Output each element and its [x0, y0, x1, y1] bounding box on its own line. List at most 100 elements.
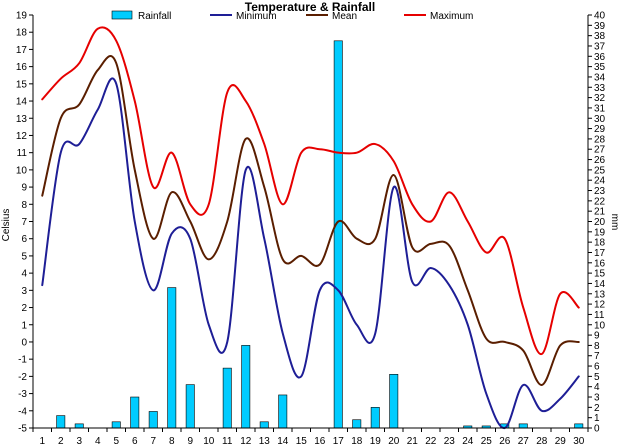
- rainfall-bar: [278, 394, 288, 429]
- x-tick-label: 6: [132, 436, 138, 447]
- y2-tick-label: 35: [594, 62, 606, 73]
- rainfall-bar: [259, 421, 269, 429]
- y2-tick-label: 5: [594, 372, 600, 383]
- x-tick-label: 30: [573, 436, 585, 447]
- rainfall-bar: [148, 411, 158, 429]
- x-tick-label: 20: [388, 436, 400, 447]
- y2-tick-label: 23: [594, 186, 606, 197]
- x-tick-label: 2: [58, 436, 64, 447]
- x-tick-label: 21: [407, 436, 419, 447]
- y2-tick-label: 24: [594, 176, 606, 187]
- x-tick-label: 7: [150, 436, 156, 447]
- x-tick-label: 29: [555, 436, 567, 447]
- y-tick-label: -3: [18, 389, 27, 400]
- rainfall-bar: [130, 396, 140, 429]
- x-tick-label: 5: [113, 436, 119, 447]
- y-tick-label: 9: [21, 183, 27, 194]
- series-line-maximum: [41, 26, 580, 355]
- y-tick-label: 6: [21, 234, 27, 245]
- y2-tick-label: 4: [594, 382, 600, 393]
- y-tick-label: 14: [16, 97, 28, 108]
- x-tick-label: 26: [499, 436, 511, 447]
- y-tick-label: 7: [21, 217, 27, 228]
- rainfall-bar: [111, 421, 121, 429]
- temperature-lines: [41, 26, 580, 429]
- rainfall-bar: [222, 367, 232, 429]
- y2-tick-label: 10: [594, 320, 606, 331]
- legend-label-minimum: Minimum: [236, 11, 277, 22]
- rainfall-bar: [241, 345, 251, 429]
- y2-tick-label: 8: [594, 341, 600, 352]
- rainfall-bar: [56, 415, 66, 429]
- y-tick-label: -4: [18, 406, 27, 417]
- x-tick-label: 11: [222, 436, 233, 447]
- y2-tick-label: 7: [594, 351, 600, 362]
- plot-area: -5-4-3-2-1012345678910111213141516171819…: [16, 11, 606, 448]
- x-tick-label: 22: [425, 436, 437, 447]
- y2-axis-label: mm: [609, 214, 620, 231]
- y-tick-label: 15: [16, 79, 28, 90]
- y-tick-label: 16: [16, 62, 28, 73]
- y-axis-label: Celsius: [1, 209, 12, 242]
- y2-tick-label: 39: [594, 21, 606, 32]
- y-tick-label: 13: [16, 114, 28, 125]
- y-tick-label: 8: [21, 200, 27, 211]
- y2-tick-label: 16: [594, 258, 606, 269]
- y2-tick-label: 9: [594, 331, 600, 342]
- y2-tick-label: 14: [594, 279, 606, 290]
- y-tick-label: 19: [16, 11, 28, 22]
- x-tick-label: 9: [187, 436, 193, 447]
- y2-tick-label: 32: [594, 93, 606, 104]
- y2-tick-label: 30: [594, 114, 606, 125]
- x-tick-label: 23: [444, 436, 456, 447]
- rainfall-bar: [333, 40, 343, 429]
- axes: -5-4-3-2-1012345678910111213141516171819…: [16, 11, 606, 448]
- legend-label-mean: Mean: [332, 11, 357, 22]
- rainfall-bar: [518, 423, 528, 429]
- x-tick-label: 1: [39, 436, 45, 447]
- series-line-mean: [41, 55, 580, 386]
- rainfall-bar: [167, 287, 177, 429]
- y2-tick-label: 31: [594, 103, 606, 114]
- rainfall-bar: [370, 407, 380, 429]
- y2-tick-label: 0: [594, 424, 600, 435]
- y-tick-label: 2: [21, 303, 27, 314]
- rainfall-bar: [352, 419, 362, 429]
- y2-tick-label: 34: [594, 72, 606, 83]
- legend-label-rainfall: Rainfall: [138, 11, 171, 22]
- y2-tick-label: 40: [594, 11, 606, 22]
- y-tick-label: 12: [16, 131, 28, 142]
- y2-tick-label: 29: [594, 124, 606, 135]
- y-tick-label: 17: [16, 45, 28, 56]
- y-tick-label: 10: [16, 165, 28, 176]
- y2-tick-label: 6: [594, 362, 600, 373]
- y2-tick-label: 13: [594, 289, 606, 300]
- series-line-minimum: [41, 77, 580, 429]
- y2-tick-label: 37: [594, 41, 606, 52]
- y2-tick-label: 1: [594, 413, 600, 424]
- x-tick-label: 8: [169, 436, 175, 447]
- x-tick-label: 28: [536, 436, 548, 447]
- x-tick-label: 18: [351, 436, 363, 447]
- y2-tick-label: 21: [594, 207, 606, 218]
- legend-label-maximum: Maximum: [430, 11, 473, 22]
- y2-tick-label: 33: [594, 83, 606, 94]
- x-tick-label: 14: [277, 436, 289, 447]
- y-tick-label: -2: [18, 372, 27, 383]
- y-tick-label: 18: [16, 28, 28, 39]
- rainfall-bar: [74, 423, 84, 429]
- y2-tick-label: 22: [594, 196, 606, 207]
- y-tick-label: 1: [21, 320, 27, 331]
- y2-tick-label: 15: [594, 269, 606, 280]
- y-tick-label: 5: [21, 251, 27, 262]
- y2-tick-label: 3: [594, 393, 600, 404]
- y2-tick-label: 2: [594, 403, 600, 414]
- x-tick-label: 27: [518, 436, 530, 447]
- y2-tick-label: 28: [594, 134, 606, 145]
- y-tick-label: 11: [17, 148, 28, 159]
- y2-tick-label: 25: [594, 165, 606, 176]
- rainfall-bar: [574, 423, 584, 429]
- y-tick-label: -1: [18, 355, 27, 366]
- x-tick-label: 19: [370, 436, 382, 447]
